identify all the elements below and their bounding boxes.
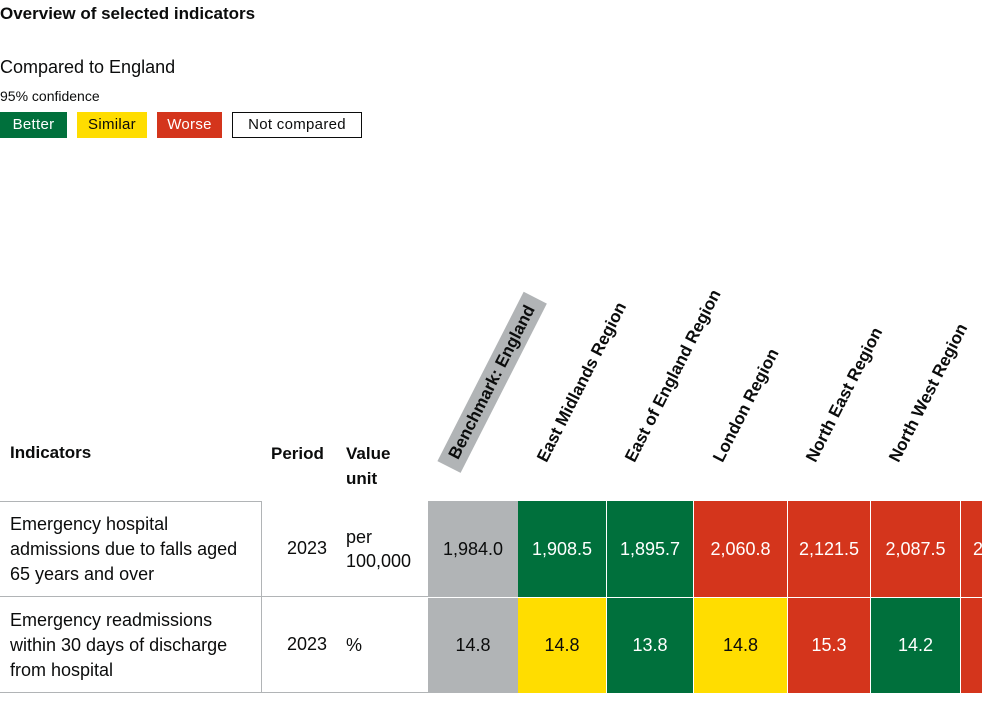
benchmark-value: 1,984.0 bbox=[428, 501, 518, 597]
area-value: 14.8 bbox=[693, 597, 787, 693]
column-header-period: Period bbox=[271, 444, 324, 463]
area-value: 2,121.5 bbox=[787, 501, 870, 597]
legend-better: Better bbox=[0, 112, 67, 138]
value-unit: % bbox=[337, 597, 428, 693]
column-header-area-3: London Region bbox=[709, 345, 783, 466]
page-title: Overview of selected indicators bbox=[0, 4, 256, 23]
area-value: 15.3 bbox=[787, 597, 870, 693]
value-unit: per 100,000 bbox=[337, 501, 428, 597]
area-value: 14.8 bbox=[518, 597, 606, 693]
area-value: 2 bbox=[960, 501, 982, 597]
table-row bbox=[0, 501, 261, 598]
area-value: 2,060.8 bbox=[693, 501, 787, 597]
comparison-label: Compared to England bbox=[0, 57, 176, 77]
benchmark-value: 14.8 bbox=[428, 597, 518, 693]
column-header-area-4: North East Region bbox=[802, 324, 887, 466]
area-value bbox=[960, 597, 982, 693]
legend-not-compared: Not compared bbox=[232, 112, 362, 138]
area-value: 1,908.5 bbox=[518, 501, 606, 597]
table-row: Emergency readmissions within 30 days of… bbox=[0, 597, 982, 693]
confidence-label: 95% confidence bbox=[0, 88, 100, 104]
indicator-name[interactable]: Emergency hospital admissions due to fal… bbox=[0, 501, 261, 597]
column-header-indicators: Indicators bbox=[10, 443, 92, 462]
column-header-value-unit: Value unit bbox=[346, 444, 391, 488]
column-header-area-1: East Midlands Region bbox=[533, 299, 631, 466]
column-header-area-2: East of England Region bbox=[621, 286, 725, 466]
period-value: 2023 bbox=[261, 597, 337, 693]
legend-worse: Worse bbox=[157, 112, 222, 138]
period-value: 2023 bbox=[261, 501, 337, 597]
area-value: 2,087.5 bbox=[870, 501, 960, 597]
column-header-benchmark: Benchmark: England bbox=[437, 291, 547, 473]
indicator-name[interactable]: Emergency readmissions within 30 days of… bbox=[0, 597, 261, 693]
area-value: 14.2 bbox=[870, 597, 960, 693]
area-value: 1,895.7 bbox=[606, 501, 693, 597]
column-header-area-5: North West Region bbox=[885, 320, 972, 466]
table-row: Emergency hospital admissions due to fal… bbox=[0, 501, 982, 597]
area-value: 13.8 bbox=[606, 597, 693, 693]
legend-similar: Similar bbox=[77, 112, 147, 138]
